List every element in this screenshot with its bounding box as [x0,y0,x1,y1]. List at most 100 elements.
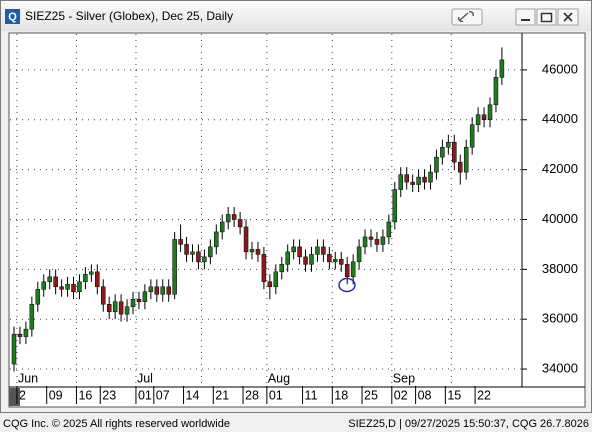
candle-body [83,274,88,283]
y-tick-label: 46000 [542,61,578,76]
candle-body [440,146,445,158]
candle-body [154,286,160,295]
window-title: SIEZ25 - Silver (Globex), Dec 25, Daily [25,9,233,23]
x-tick-label: 18 [334,388,348,402]
close-button[interactable] [557,8,579,26]
candle-body [339,259,344,265]
candle-body [160,286,165,295]
candle-body [327,254,332,263]
candle-body [475,114,481,125]
y-tick-label: 38000 [542,261,578,276]
candle-body [237,219,243,228]
month-label: Jul [137,371,153,385]
link-button-box[interactable] [451,8,483,26]
candle-body [231,214,237,220]
candle-body [220,221,225,233]
candle-body [273,271,279,288]
candle-body [118,301,124,315]
candle-body [493,77,499,106]
x-tick-label: 08 [418,388,432,402]
link-button[interactable] [451,8,483,26]
maximize-box[interactable] [536,8,557,26]
candle-body [416,176,421,185]
candle-body [410,181,415,185]
minimize-box[interactable] [515,8,536,26]
minimize-button[interactable] [515,8,536,26]
candle-body [374,239,380,245]
candle-body [172,239,177,295]
candle-body [65,284,70,290]
candle-body [142,291,148,302]
candle-body [11,333,17,365]
candle-body [303,256,308,265]
candle-body [59,286,64,290]
candle-body [434,156,439,173]
candle-body [344,264,350,278]
y-tick-label: 36000 [542,311,578,326]
candle-body [261,254,267,283]
scroll-handle[interactable] [9,388,20,406]
candle-body [95,271,100,288]
y-tick-label: 40000 [542,211,578,226]
x-tick-label: 07 [156,388,170,402]
candle-body [398,174,403,190]
candle-body [463,146,469,173]
candle-body [458,161,463,173]
x-tick-label: 11 [305,388,318,402]
candle-body [404,174,409,183]
candle-body [190,251,195,255]
month-label: Sep [393,371,415,385]
candle-body [386,221,392,238]
candle-body [89,271,94,275]
candle-body [136,298,142,302]
candle-body [315,246,320,255]
chart-frame [8,32,586,408]
candle-body [481,114,487,121]
candle-body [321,246,326,255]
footer-right: SIEZ25,D | 09/27/2025 15:50:37, CQG 26.7… [348,418,589,430]
maximize-button[interactable] [536,8,557,26]
y-tick-label: 44000 [542,111,578,126]
y-tick-label: 34000 [542,360,578,375]
candle-body [106,303,112,312]
x-tick-label: 01 [138,388,152,402]
candle-body [178,239,183,245]
candle-body [267,281,273,288]
candle-body [23,328,29,337]
annotation-circle [338,277,356,293]
candle-body [249,249,255,253]
close-icon[interactable] [563,12,573,22]
month-label: Jun [18,371,38,385]
candle-body [166,286,171,295]
app-icon-letter: Q [8,11,17,23]
candle-body [285,251,290,265]
candle-body [392,189,398,223]
candle-body [499,59,505,78]
candle-body [487,104,493,121]
x-tick-label: 01 [269,388,283,402]
candle-body [309,254,314,265]
x-tick-label: 02 [394,388,408,402]
minimize-icon[interactable] [521,19,530,21]
candle-body [53,276,58,288]
x-tick-label: 21 [215,388,229,402]
candle-body [380,236,386,245]
candle-body [196,251,201,263]
candle-body [428,171,433,183]
candle-body [225,214,231,223]
maximize-icon[interactable] [540,12,553,23]
x-tick-label: 14 [186,388,200,402]
candle-body [291,246,296,253]
link-icon[interactable] [458,11,474,22]
candle-body [368,236,374,240]
candle-body [17,333,23,337]
x-tick-label: 28 [245,388,259,402]
candle-body [446,141,451,148]
x-tick-label: 15 [447,388,461,402]
x-tick-label: 25 [364,388,378,402]
candle-body [255,249,261,255]
candle-body [148,286,154,293]
month-label: Aug [268,371,290,385]
candle-body [297,246,302,258]
